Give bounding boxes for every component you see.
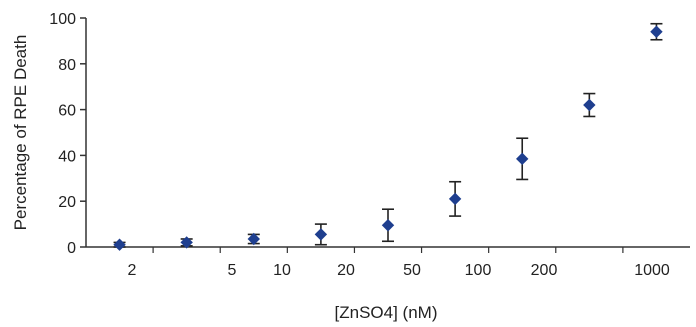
y-axis-label: Percentage of RPE Death [11, 35, 30, 231]
y-tick-label: 40 [58, 148, 76, 165]
y-ticks: 0 20 40 60 80 100 [49, 11, 86, 257]
x-tick-label: 20 [337, 262, 355, 279]
diamond-marker [583, 98, 596, 112]
y-tick-label: 80 [58, 57, 76, 74]
diamond-marker [180, 236, 193, 249]
data-point [180, 236, 193, 249]
data-marks [113, 22, 663, 251]
y-tick-label: 0 [67, 240, 76, 257]
x-tick-label: 2 [128, 262, 137, 279]
x-tick-label: 50 [403, 262, 421, 279]
data-point [516, 137, 529, 181]
diamond-marker [113, 238, 126, 251]
data-point [381, 208, 395, 243]
x-tick-label: 1000 [634, 262, 670, 279]
y-tick-label: 100 [49, 11, 76, 28]
diamond-marker [516, 152, 529, 166]
x-tick-label: 5 [228, 262, 237, 279]
data-point [113, 238, 126, 251]
x-ticks: 2 5 10 20 50 100 200 1000 [128, 247, 670, 279]
data-point [583, 92, 596, 118]
x-tick-label: 200 [531, 262, 558, 279]
data-point [314, 223, 328, 246]
diamond-marker [448, 192, 462, 206]
data-point [650, 22, 663, 41]
y-tick-label: 60 [58, 103, 76, 120]
diamond-marker [650, 25, 663, 38]
data-point [247, 232, 260, 246]
x-tick-label: 10 [273, 262, 291, 279]
diamond-marker [381, 219, 395, 232]
diamond-marker [314, 228, 328, 241]
diamond-marker [247, 232, 260, 246]
x-tick-label: 100 [465, 262, 492, 279]
y-tick-label: 20 [58, 194, 76, 211]
data-point [448, 180, 462, 217]
x-axis-label: [ZnSO4] (nM) [335, 303, 438, 322]
